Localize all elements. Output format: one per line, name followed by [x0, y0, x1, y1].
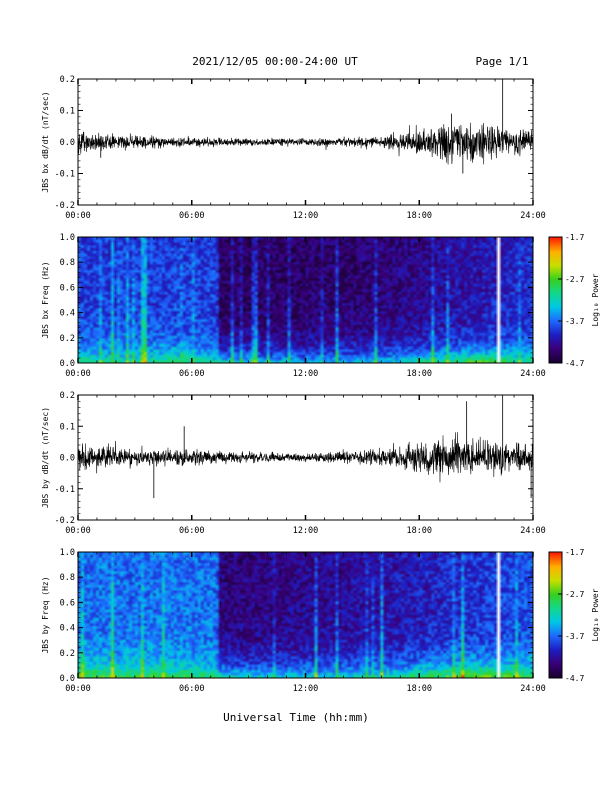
y-tick-label: 0.8: [60, 258, 75, 268]
spectrogram-image: [78, 552, 533, 678]
x-tick-label: 24:00: [520, 684, 546, 694]
y-tick-label: -0.2: [55, 201, 75, 211]
x-tick-label: 12:00: [293, 369, 319, 379]
panel-bx_spec: 00:00 06:00 12:00 18:00 24:00 0.0 0.2 0.4 0.6 0.8…: [41, 233, 600, 379]
colorbar-tick-label: -4.7: [565, 359, 584, 368]
panel-bx_dbdt: 00:00 06:00 12:00 18:00 24:00 -0.2 -0.1 0.0 0.1 0…: [41, 75, 546, 221]
y-tick-label: 0.1: [60, 422, 75, 432]
y-tick-label: 0.6: [60, 598, 75, 608]
colorbar-tick-label: -1.7: [565, 233, 584, 242]
y-tick-label: 0.1: [60, 107, 75, 117]
y-axis-label: JBS by dB/dt (nT/sec): [41, 407, 50, 508]
page-number: Page 1/1: [476, 55, 529, 68]
x-tick-label: 06:00: [179, 369, 205, 379]
signal-trace: [77, 122, 534, 165]
x-tick-label: 12:00: [293, 684, 319, 694]
x-tick-label: 12:00: [293, 211, 319, 221]
colorbar-tick-label: -1.7: [565, 548, 584, 557]
y-tick-label: 0.2: [60, 649, 75, 659]
x-tick-label: 18:00: [406, 684, 432, 694]
y-tick-label: -0.1: [55, 170, 75, 180]
spectrogram-image: [78, 237, 533, 363]
signal-trace: [77, 432, 534, 483]
x-tick-label: 18:00: [406, 369, 432, 379]
x-tick-label: 18:00: [406, 526, 432, 536]
panel-by_dbdt: 00:00 06:00 12:00 18:00 24:00 -0.2 -0.1 0.0 0.1 0…: [41, 391, 546, 536]
y-tick-label: 1.0: [60, 233, 75, 243]
y-tick-label: 0.4: [60, 309, 75, 319]
colorbar-tick-label: -3.7: [565, 317, 584, 326]
x-tick-label: 06:00: [179, 526, 205, 536]
x-tick-label: 06:00: [179, 211, 205, 221]
x-tick-label: 24:00: [520, 369, 546, 379]
colorbar: [549, 237, 562, 363]
y-axis-label: JBS bx dB/dt (nT/sec): [41, 91, 50, 192]
colorbar-tick-label: -2.7: [565, 275, 584, 284]
y-tick-label: 0.8: [60, 573, 75, 583]
x-tick-label: 00:00: [65, 211, 91, 221]
colorbar-frame: [548, 551, 563, 679]
y-tick-label: -0.2: [55, 516, 75, 526]
colorbar-tick-label: -2.7: [565, 590, 584, 599]
x-tick-label: 24:00: [520, 211, 546, 221]
x-axis-label: Universal Time (hh:mm): [223, 711, 369, 724]
x-tick-label: 00:00: [65, 684, 91, 694]
x-tick-label: 18:00: [406, 211, 432, 221]
colorbar-tick-label: -3.7: [565, 632, 584, 641]
y-tick-label: 0.0: [60, 138, 75, 148]
colorbar-label: Log₁₀ Power: [591, 588, 600, 641]
x-tick-label: 12:00: [293, 526, 319, 536]
y-tick-label: 1.0: [60, 548, 75, 558]
y-tick-label: 0.6: [60, 283, 75, 293]
y-axis-label: JBS by Freq (Hz): [41, 576, 50, 653]
panel-by_spec: 00:00 06:00 12:00 18:00 24:00 0.0 0.2 0.4 0.6 0.8…: [41, 548, 600, 694]
x-tick-label: 00:00: [65, 526, 91, 536]
colorbar: [549, 552, 562, 678]
y-tick-label: 0.2: [60, 391, 75, 401]
x-tick-label: 24:00: [520, 526, 546, 536]
y-tick-label: 0.0: [60, 359, 75, 369]
y-tick-label: 0.2: [60, 75, 75, 85]
y-tick-label: 0.0: [60, 674, 75, 684]
date-range-title: 2021/12/05 00:00-24:00 UT: [192, 55, 358, 68]
y-tick-label: 0.4: [60, 624, 75, 634]
x-tick-label: 06:00: [179, 684, 205, 694]
colorbar-tick-label: -4.7: [565, 674, 584, 683]
y-tick-label: 0.2: [60, 334, 75, 344]
colorbar-label: Log₁₀ Power: [591, 273, 600, 326]
y-tick-label: 0.0: [60, 454, 75, 464]
y-axis-label: JBS bx Freq (Hz): [41, 261, 50, 338]
x-tick-label: 00:00: [65, 369, 91, 379]
colorbar-frame: [548, 236, 563, 364]
panels: 00:00 06:00 12:00 18:00 24:00 -0.2 -0.1 0.0 0.1 0…: [41, 75, 600, 694]
y-tick-label: -0.1: [55, 485, 75, 495]
